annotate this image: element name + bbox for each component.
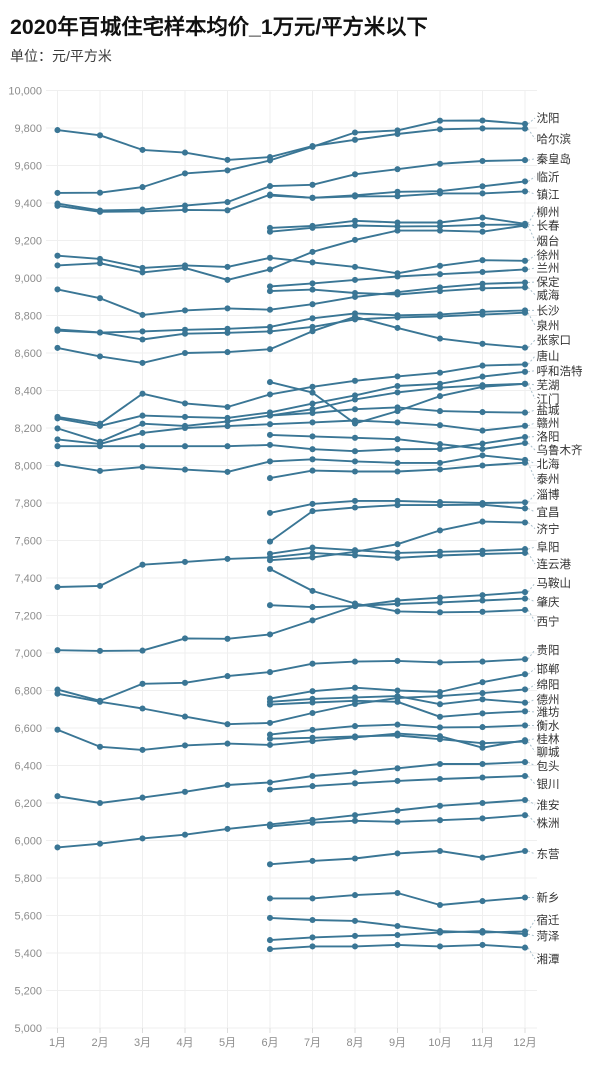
svg-text:邯郸: 邯郸	[537, 662, 560, 676]
svg-text:7月: 7月	[304, 1037, 321, 1049]
svg-text:8,000: 8,000	[14, 461, 42, 473]
svg-text:东营: 东营	[537, 847, 560, 861]
svg-text:肇庆: 肇庆	[537, 595, 560, 609]
svg-text:9,200: 9,200	[14, 236, 42, 248]
svg-text:沈阳: 沈阳	[537, 111, 560, 125]
svg-text:8,400: 8,400	[14, 386, 42, 398]
svg-text:5,000: 5,000	[14, 1023, 42, 1035]
svg-text:5,800: 5,800	[14, 873, 42, 885]
svg-text:4月: 4月	[176, 1037, 193, 1049]
svg-text:6,200: 6,200	[14, 798, 42, 810]
svg-text:新乡: 新乡	[537, 891, 560, 905]
svg-text:银川: 银川	[537, 777, 560, 791]
svg-text:桂林: 桂林	[537, 732, 560, 746]
svg-text:西宁: 西宁	[537, 615, 560, 629]
svg-text:烟台: 烟台	[537, 234, 560, 248]
svg-text:长沙: 长沙	[537, 305, 560, 318]
svg-text:江门: 江门	[537, 392, 560, 406]
svg-text:镇江: 镇江	[537, 187, 560, 201]
svg-text:12月: 12月	[513, 1037, 536, 1049]
svg-text:9,000: 9,000	[14, 273, 42, 285]
svg-text:长春: 长春	[537, 220, 560, 233]
svg-text:6,000: 6,000	[14, 836, 42, 848]
svg-text:8,800: 8,800	[14, 311, 42, 323]
svg-text:连云港: 连云港	[537, 557, 572, 571]
svg-text:3月: 3月	[134, 1037, 151, 1049]
svg-text:9,600: 9,600	[14, 161, 42, 173]
svg-text:哈尔滨: 哈尔滨	[537, 132, 572, 146]
svg-text:赣州: 赣州	[537, 416, 560, 430]
svg-text:6,400: 6,400	[14, 761, 42, 773]
svg-text:9月: 9月	[389, 1037, 406, 1049]
svg-text:芜湖: 芜湖	[537, 378, 560, 392]
svg-text:5,400: 5,400	[14, 948, 42, 960]
svg-text:洛阳: 洛阳	[537, 430, 560, 444]
svg-text:2月: 2月	[91, 1037, 108, 1049]
svg-text:10月: 10月	[428, 1037, 451, 1049]
svg-text:马鞍山: 马鞍山	[537, 576, 572, 590]
svg-text:9,800: 9,800	[14, 123, 42, 135]
svg-text:淮安: 淮安	[537, 798, 560, 812]
svg-text:聊城: 聊城	[537, 745, 560, 759]
svg-text:8,600: 8,600	[14, 348, 42, 360]
svg-text:衡水: 衡水	[537, 720, 560, 733]
svg-text:7,600: 7,600	[14, 536, 42, 548]
svg-text:徐州: 徐州	[537, 248, 560, 262]
svg-text:5,600: 5,600	[14, 911, 42, 923]
svg-text:德州: 德州	[537, 692, 560, 706]
svg-text:11月: 11月	[471, 1037, 493, 1049]
svg-text:7,400: 7,400	[14, 573, 42, 585]
svg-text:兰州: 兰州	[537, 262, 560, 275]
svg-text:宜昌: 宜昌	[537, 505, 560, 519]
svg-text:唐山: 唐山	[537, 349, 560, 363]
svg-text:10,000: 10,000	[8, 86, 42, 98]
svg-text:呼和浩特: 呼和浩特	[537, 364, 583, 378]
svg-text:贵阳: 贵阳	[537, 644, 560, 657]
svg-text:盐城: 盐城	[537, 404, 560, 417]
svg-text:潍坊: 潍坊	[537, 705, 560, 719]
svg-text:北海: 北海	[537, 457, 560, 471]
svg-text:9,400: 9,400	[14, 198, 42, 210]
svg-text:柳州: 柳州	[537, 205, 560, 219]
svg-text:7,800: 7,800	[14, 498, 42, 510]
svg-text:5月: 5月	[219, 1037, 236, 1049]
svg-text:1月: 1月	[49, 1037, 66, 1049]
svg-text:菏泽: 菏泽	[537, 930, 560, 943]
svg-text:张家口: 张家口	[537, 333, 572, 347]
svg-text:淄博: 淄博	[537, 488, 560, 501]
svg-text:5,200: 5,200	[14, 986, 42, 998]
svg-text:济宁: 济宁	[537, 522, 560, 536]
svg-text:6月: 6月	[261, 1037, 278, 1049]
svg-text:泉州: 泉州	[537, 318, 560, 332]
svg-text:包头: 包头	[537, 760, 560, 773]
svg-text:乌鲁木齐: 乌鲁木齐	[537, 443, 583, 457]
svg-text:泰州: 泰州	[537, 472, 560, 486]
svg-text:7,200: 7,200	[14, 611, 42, 623]
svg-text:8月: 8月	[346, 1037, 363, 1049]
svg-text:8,200: 8,200	[14, 423, 42, 435]
svg-text:7,000: 7,000	[14, 648, 42, 660]
svg-text:秦皇岛: 秦皇岛	[537, 152, 572, 166]
svg-text:6,600: 6,600	[14, 723, 42, 735]
svg-text:湘潭: 湘潭	[537, 952, 560, 966]
svg-text:威海: 威海	[537, 288, 560, 302]
svg-text:绵阳: 绵阳	[537, 678, 560, 692]
svg-text:临沂: 临沂	[537, 170, 560, 184]
svg-text:保定: 保定	[537, 275, 560, 289]
svg-text:6,800: 6,800	[14, 686, 42, 698]
svg-text:阜阳: 阜阳	[537, 541, 560, 554]
svg-text:株洲: 株洲	[537, 816, 560, 830]
svg-text:宿迁: 宿迁	[537, 913, 560, 927]
